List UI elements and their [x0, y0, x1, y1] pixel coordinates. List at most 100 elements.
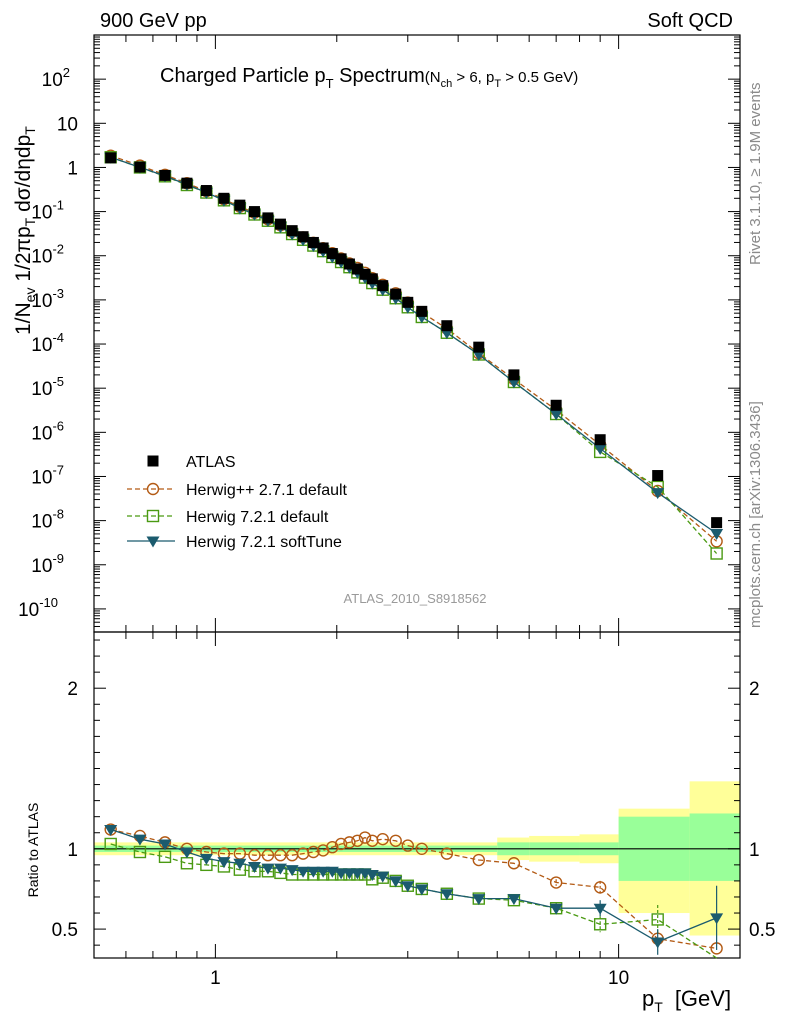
xlabel: pT [GeV] — [642, 986, 731, 1015]
ratio-point — [507, 894, 521, 906]
ratio-point — [440, 889, 454, 901]
x-tick-label: 10 — [608, 968, 629, 989]
ratio-point — [472, 853, 485, 867]
ratio-point — [273, 863, 287, 875]
ratio-point — [233, 858, 247, 870]
data-point — [594, 434, 606, 446]
ratio-point — [389, 876, 403, 888]
ratio-point — [376, 832, 389, 846]
ratio-point — [376, 871, 390, 883]
data-point — [711, 517, 723, 529]
ratio-point — [247, 861, 261, 873]
y-tick-label: 102 — [42, 65, 70, 91]
data-point — [297, 231, 309, 243]
y-tick-label: 10-3 — [31, 286, 64, 312]
data-point — [550, 399, 562, 411]
ratio-point — [261, 849, 275, 862]
series-line — [110, 156, 717, 535]
ratio-y-tick-label-right: 2 — [749, 679, 760, 700]
ratio-point — [334, 868, 348, 880]
header-right: Soft QCD — [647, 10, 733, 32]
ratio-point — [351, 834, 364, 847]
legend-marker — [147, 455, 159, 467]
data-point — [710, 529, 724, 541]
data-point — [377, 280, 389, 292]
ratio-point — [472, 894, 486, 906]
data-point — [159, 169, 171, 181]
ratio-point — [507, 857, 521, 870]
data-point — [652, 470, 664, 482]
ratio-point — [389, 834, 402, 847]
data-point — [200, 185, 212, 197]
legend: ATLAS Herwig++ 2.7.1 default Herwig 7.2.1 … — [127, 454, 348, 551]
legend-marker — [146, 509, 160, 523]
y-tick-label: 10-7 — [31, 462, 64, 488]
ratio-point — [358, 831, 372, 844]
ratio-y-tick-label-left: 2 — [67, 679, 78, 700]
data-point — [366, 273, 378, 285]
data-point — [710, 547, 723, 560]
rivet-label: Rivet 3.1.10, ≥ 1.9M events — [747, 83, 764, 266]
ratio-point — [549, 876, 563, 889]
x-tick-label: 1 — [210, 968, 221, 989]
y-tick-label: 10 — [57, 114, 78, 135]
data-point — [651, 488, 665, 500]
ratio-point — [365, 869, 379, 881]
ratio-y-tick-label-right: 0.5 — [749, 920, 775, 941]
data-point — [441, 320, 453, 332]
y-tick-label: 10-1 — [31, 198, 64, 224]
legend-marker — [146, 536, 160, 548]
analysis-watermark: ATLAS_2010_S8918562 — [344, 591, 487, 606]
ratio-point — [217, 857, 231, 869]
ratio-point — [326, 840, 339, 854]
data-point — [317, 242, 329, 254]
data-point — [262, 212, 274, 224]
ratio-point — [710, 913, 724, 925]
ratio-point — [133, 834, 147, 846]
ratio-point — [401, 839, 414, 852]
ratio-point — [180, 847, 194, 859]
ratio-point — [334, 837, 348, 851]
y-tick-label: 1 — [67, 158, 78, 179]
legend-label: Herwig++ 2.7.1 default — [186, 482, 348, 499]
data-point — [234, 199, 246, 211]
ratio-point — [651, 937, 665, 949]
y-tick-label: 10-6 — [31, 418, 64, 444]
data-point — [326, 248, 338, 260]
data-point — [508, 369, 520, 381]
ratio-point — [158, 850, 172, 864]
ratio-point — [248, 849, 261, 862]
ratio-ylabel: Ratio to ATLAS — [25, 803, 41, 898]
ratio-point — [401, 881, 415, 893]
ratio-point — [133, 845, 147, 859]
data-point — [335, 253, 347, 265]
header-left: 900 GeV pp — [100, 10, 207, 32]
ratio-point — [285, 865, 299, 877]
band-green — [689, 813, 740, 881]
y-tick-label: 10-5 — [31, 374, 64, 400]
y-tick-label: 10-9 — [31, 551, 64, 577]
data-point — [286, 225, 298, 237]
ratio-point — [306, 866, 320, 878]
plot-title: Charged Particle pT Spectrum(Nch > 6, pT… — [160, 65, 578, 91]
ratio-series-2 — [104, 825, 724, 955]
data-point — [390, 288, 402, 300]
ratio-y-tick-label-right: 1 — [749, 840, 760, 861]
ratio-point — [104, 837, 117, 851]
ratio-point — [261, 863, 275, 875]
ratio-point — [440, 847, 454, 860]
ratio-point — [158, 839, 172, 851]
ratio-point — [415, 884, 429, 896]
data-point — [351, 263, 363, 275]
data-point — [343, 258, 355, 270]
series-0 — [105, 152, 723, 529]
data-point — [473, 341, 485, 353]
ratio-point — [593, 918, 607, 931]
legend-label: Herwig 7.2.1 default — [186, 509, 329, 526]
data-point — [549, 409, 563, 421]
ratio-point — [415, 842, 428, 855]
data-point — [105, 152, 117, 164]
data-point — [248, 206, 260, 218]
data-point — [134, 161, 146, 173]
